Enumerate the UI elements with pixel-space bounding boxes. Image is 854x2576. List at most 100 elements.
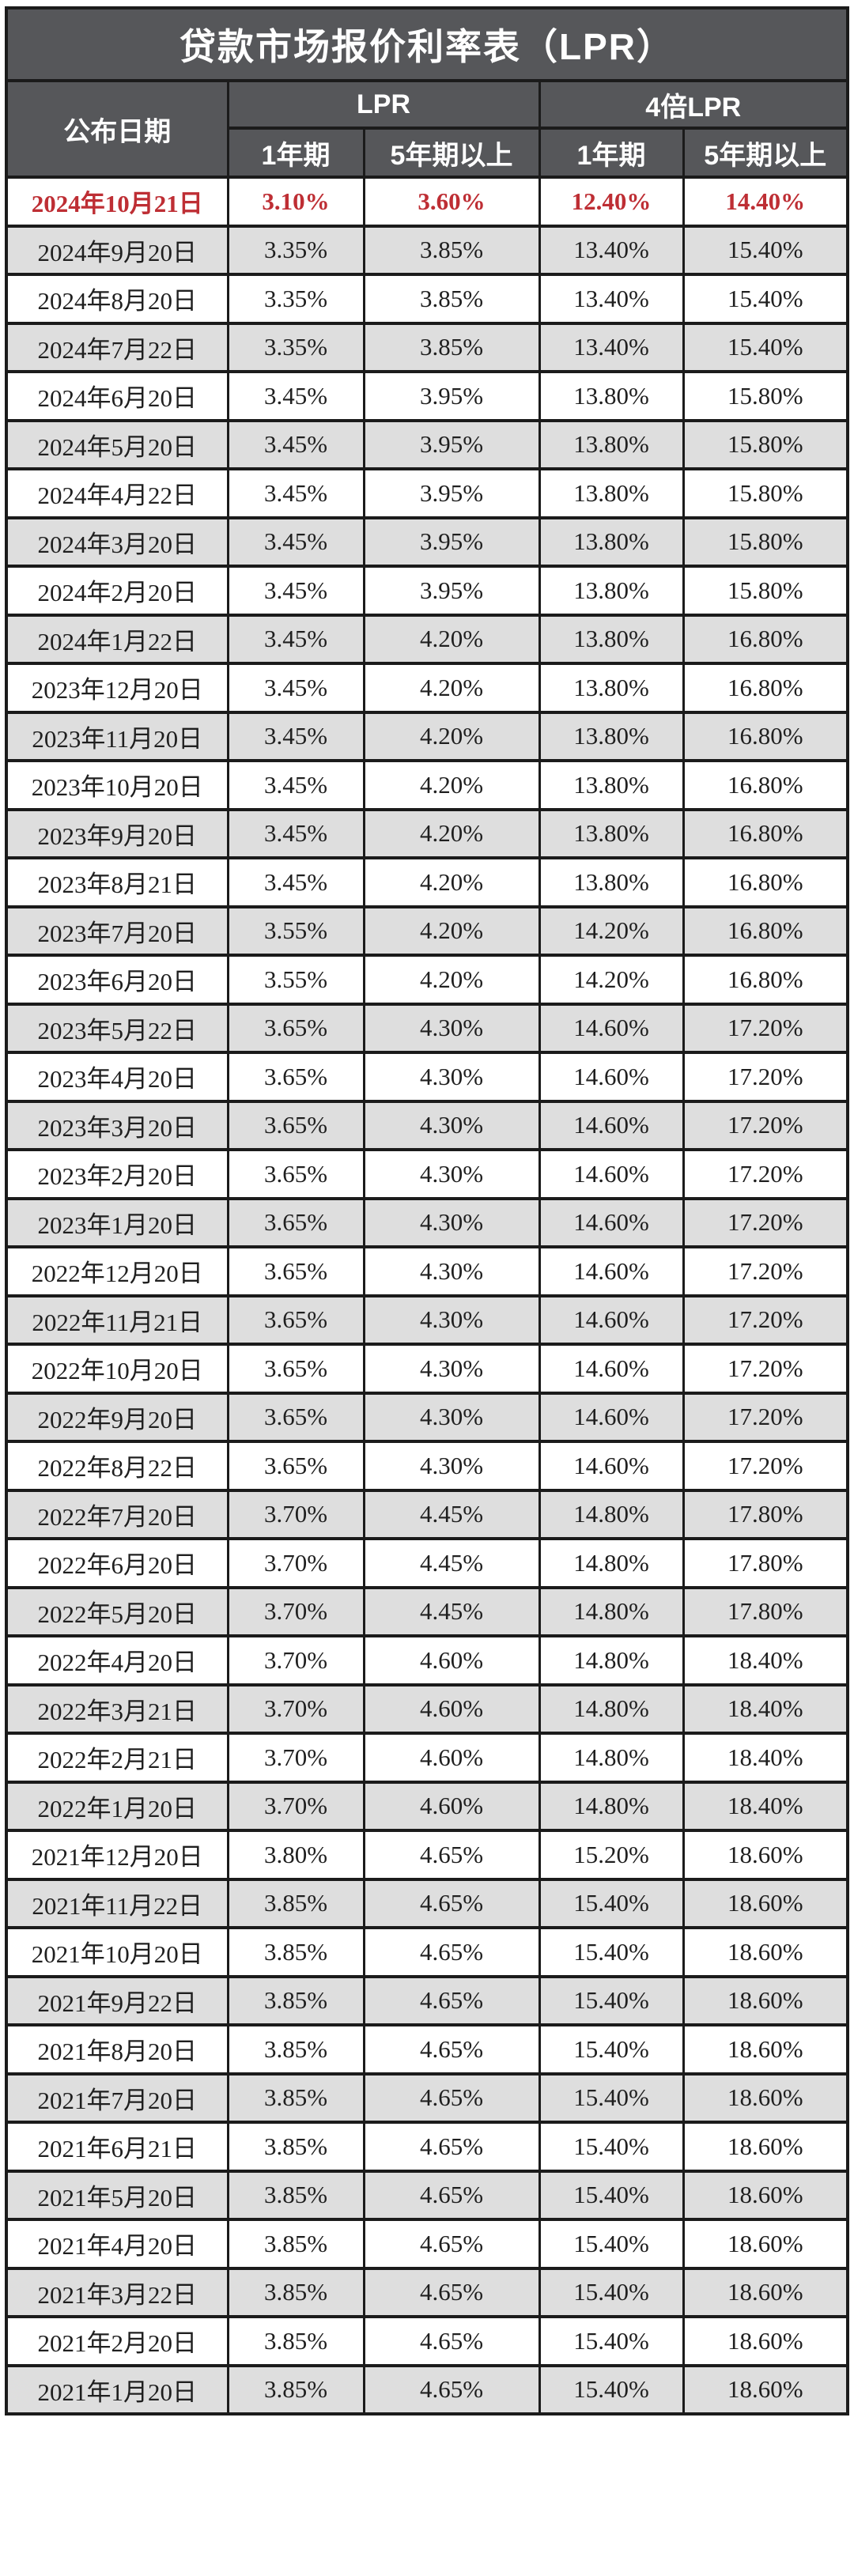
rate-cell: 4.20% <box>362 954 541 1006</box>
rate-cell: 4.45% <box>362 1488 541 1540</box>
date-cell: 2021年11月22日 <box>5 1877 229 1929</box>
rate-cell: 4.20% <box>362 856 541 908</box>
date-cell: 2023年9月20日 <box>5 807 229 859</box>
rate-cell: 3.85% <box>226 1974 365 2026</box>
rate-cell: 15.40% <box>538 1974 685 2026</box>
rate-cell: 18.60% <box>682 1926 849 1978</box>
date-cell: 2022年4月20日 <box>5 1634 229 1686</box>
date-cell: 2022年1月20日 <box>5 1780 229 1832</box>
rate-cell: 4.30% <box>362 1391 541 1443</box>
rate-cell: 4.65% <box>362 2266 541 2318</box>
rate-cell: 15.40% <box>538 2121 685 2173</box>
date-cell: 2021年9月22日 <box>5 1974 229 2026</box>
rate-cell: 18.60% <box>682 2121 849 2173</box>
rate-cell: 3.65% <box>226 1343 365 1395</box>
table-row: 2024年1月22日 3.45% 4.20% 13.80% 16.80% <box>5 613 849 665</box>
rate-cell: 4.65% <box>362 2121 541 2173</box>
rate-cell: 14.60% <box>538 1148 685 1200</box>
lpr-rate-table: 贷款市场报价利率表（LPR） 公布日期 LPR 4倍LPR 1年期 5年期以上 … <box>5 6 849 2415</box>
rate-cell: 15.40% <box>538 2266 685 2318</box>
rate-cell: 13.80% <box>538 565 685 617</box>
rate-cell: 13.80% <box>538 807 685 859</box>
table-row: 2021年3月22日 3.85% 4.65% 15.40% 18.60% <box>5 2266 849 2318</box>
date-cell: 2024年1月22日 <box>5 613 229 665</box>
rate-cell: 18.60% <box>682 2023 849 2076</box>
rate-cell: 17.20% <box>682 1099 849 1151</box>
rate-cell: 3.45% <box>226 856 365 908</box>
date-cell: 2022年10月20日 <box>5 1343 229 1395</box>
rate-cell: 15.80% <box>682 418 849 470</box>
rate-cell: 3.10% <box>226 176 365 228</box>
rate-cell: 3.95% <box>362 565 541 617</box>
table-row: 2022年2月21日 3.70% 4.60% 14.80% 18.40% <box>5 1732 849 1784</box>
rate-cell: 3.45% <box>226 467 365 519</box>
rate-cell: 3.85% <box>226 1877 365 1929</box>
rate-cell: 14.60% <box>538 1391 685 1443</box>
column-header-lpr4-5y: 5年期以上 <box>682 127 849 179</box>
rate-cell: 4.20% <box>362 710 541 762</box>
table-header: 贷款市场报价利率表（LPR） 公布日期 LPR 4倍LPR 1年期 5年期以上 … <box>5 6 849 179</box>
rate-cell: 18.40% <box>682 1780 849 1832</box>
rate-cell: 16.80% <box>682 759 849 811</box>
rate-cell: 4.30% <box>362 1002 541 1054</box>
date-cell: 2024年9月20日 <box>5 224 229 276</box>
rate-cell: 18.60% <box>682 1974 849 2026</box>
rate-cell: 3.45% <box>226 613 365 665</box>
column-header-lpr-1y: 1年期 <box>226 127 365 179</box>
rate-cell: 15.40% <box>538 2218 685 2270</box>
rate-cell: 13.40% <box>538 273 685 325</box>
rate-cell: 15.80% <box>682 565 849 617</box>
date-cell: 2022年2月21日 <box>5 1732 229 1784</box>
rate-cell: 14.20% <box>538 954 685 1006</box>
table-row: 2023年11月20日 3.45% 4.20% 13.80% 16.80% <box>5 710 849 762</box>
rate-cell: 14.80% <box>538 1585 685 1637</box>
table-row: 2021年10月20日 3.85% 4.65% 15.40% 18.60% <box>5 1926 849 1978</box>
page-title: 贷款市场报价利率表（LPR） <box>5 6 849 82</box>
rate-cell: 3.45% <box>226 516 365 568</box>
table-row: 2024年5月20日 3.45% 3.95% 13.80% 15.80% <box>5 418 849 470</box>
date-cell: 2023年1月20日 <box>5 1196 229 1248</box>
rate-cell: 3.85% <box>226 2121 365 2173</box>
column-group-lpr: LPR <box>226 79 541 130</box>
date-cell: 2024年5月20日 <box>5 418 229 470</box>
date-cell: 2021年12月20日 <box>5 1829 229 1881</box>
rate-cell: 13.40% <box>538 224 685 276</box>
rate-cell: 14.60% <box>538 1245 685 1297</box>
rate-cell: 14.60% <box>538 1440 685 1492</box>
table-row: 2021年4月20日 3.85% 4.65% 15.40% 18.60% <box>5 2218 849 2270</box>
rate-cell: 3.65% <box>226 1440 365 1492</box>
rate-cell: 3.45% <box>226 807 365 859</box>
table-row: 2024年6月20日 3.45% 3.95% 13.80% 15.80% <box>5 370 849 422</box>
rate-cell: 16.80% <box>682 710 849 762</box>
rate-cell: 16.80% <box>682 856 849 908</box>
date-cell: 2022年11月21日 <box>5 1294 229 1346</box>
rate-cell: 4.60% <box>362 1732 541 1784</box>
rate-cell: 17.20% <box>682 1051 849 1103</box>
table-row: 2023年4月20日 3.65% 4.30% 14.60% 17.20% <box>5 1051 849 1103</box>
rate-cell: 3.45% <box>226 710 365 762</box>
rate-cell: 3.85% <box>226 2072 365 2124</box>
rate-cell: 13.80% <box>538 467 685 519</box>
date-cell: 2021年2月20日 <box>5 2315 229 2367</box>
rate-cell: 16.80% <box>682 613 849 665</box>
date-cell: 2022年7月20日 <box>5 1488 229 1540</box>
rate-cell: 17.80% <box>682 1488 849 1540</box>
rate-cell: 3.85% <box>362 224 541 276</box>
date-cell: 2022年3月21日 <box>5 1683 229 1735</box>
table-row: 2021年8月20日 3.85% 4.65% 15.40% 18.60% <box>5 2023 849 2076</box>
rate-cell: 3.65% <box>226 1391 365 1443</box>
date-cell: 2024年7月22日 <box>5 321 229 373</box>
date-cell: 2024年2月20日 <box>5 565 229 617</box>
date-cell: 2024年4月22日 <box>5 467 229 519</box>
rate-cell: 4.30% <box>362 1099 541 1151</box>
table-row: 2024年4月22日 3.45% 3.95% 13.80% 15.80% <box>5 467 849 519</box>
rate-cell: 14.80% <box>538 1683 685 1735</box>
table-row: 2024年3月20日 3.45% 3.95% 13.80% 15.80% <box>5 516 849 568</box>
rate-cell: 4.65% <box>362 1829 541 1881</box>
date-cell: 2021年10月20日 <box>5 1926 229 1978</box>
table-row: 2024年8月20日 3.35% 3.85% 13.40% 15.40% <box>5 273 849 325</box>
rate-cell: 15.40% <box>682 224 849 276</box>
table-row: 2023年9月20日 3.45% 4.20% 13.80% 16.80% <box>5 807 849 859</box>
rate-cell: 3.70% <box>226 1634 365 1686</box>
rate-cell: 14.60% <box>538 1002 685 1054</box>
